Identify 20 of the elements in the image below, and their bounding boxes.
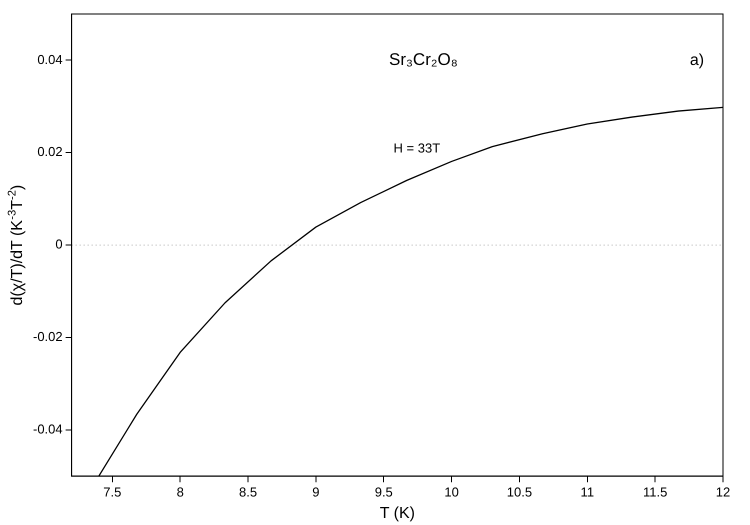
x-tick-label: 7.5 [103,484,122,500]
annotation: Sr₃Cr₂O₈ [389,50,458,69]
x-tick-label: 11.5 [642,484,668,500]
y-tick-label: -0.02 [32,329,63,344]
x-tick-label: 8.5 [239,484,258,500]
x-tick-label: 10.5 [506,484,532,500]
y-axis-title: d(χ/T)/dT (K-3T-2) [6,184,26,306]
x-axis-title: T (K) [380,504,415,522]
x-tick-label: 8 [176,484,184,500]
y-tick-label: 0.02 [37,144,63,160]
y-tick-label: 0.04 [37,52,63,67]
x-tick-label: 11 [580,484,594,500]
x-tick-label: 9 [312,484,320,500]
x-tick-label: 12 [716,484,730,500]
y-tick-label: 0 [55,236,63,252]
x-tick-label: 9.5 [374,484,393,500]
annotation: a) [690,52,704,69]
annotation: H = 33T [394,140,440,156]
y-tick-label: -0.04 [32,422,63,437]
x-tick-label: 10 [444,484,459,500]
